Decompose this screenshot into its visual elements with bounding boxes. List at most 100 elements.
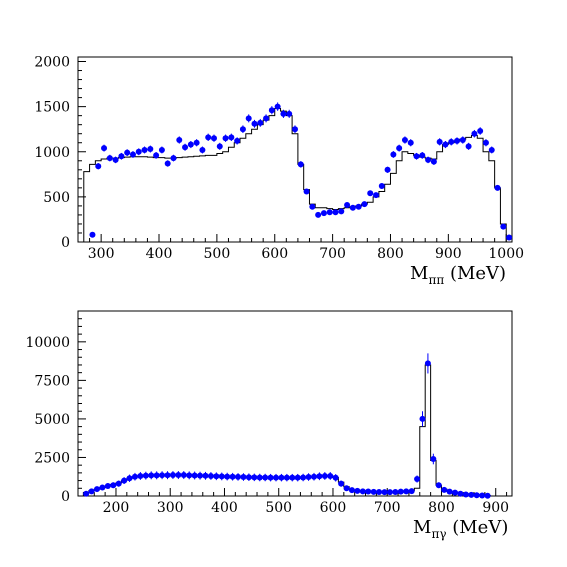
data-point	[310, 473, 317, 480]
data-point	[407, 139, 414, 146]
data-point	[462, 491, 469, 498]
x-axis-label: Mπγ (MeV)	[413, 517, 508, 541]
data-point	[210, 135, 217, 142]
data-point	[88, 488, 95, 495]
data-point	[245, 115, 252, 122]
data-point	[408, 488, 415, 495]
data-point	[413, 153, 420, 160]
y-tick-label: 0	[61, 235, 70, 251]
data-point	[327, 472, 334, 479]
data-point	[148, 472, 155, 479]
data-point	[262, 474, 269, 481]
x-tick-label: 800	[428, 500, 455, 516]
data-point	[141, 146, 148, 153]
data-point	[361, 201, 368, 208]
data-point	[228, 134, 235, 141]
data-point	[213, 473, 220, 480]
data-point	[124, 149, 131, 156]
data-point	[135, 148, 142, 155]
data-point	[101, 145, 108, 152]
data-point	[384, 166, 391, 173]
data-point	[289, 474, 296, 481]
data-point	[263, 115, 270, 122]
data-point	[386, 489, 393, 496]
data-point	[207, 472, 214, 479]
data-point	[182, 144, 189, 151]
data-point	[224, 473, 231, 480]
data-point	[175, 472, 182, 479]
data-point	[137, 472, 144, 479]
data-point	[297, 161, 304, 168]
data-point	[147, 146, 154, 153]
data-point	[392, 488, 399, 495]
data-point	[235, 473, 242, 480]
data-point	[234, 137, 241, 144]
data-point	[355, 203, 362, 210]
x-tick-label: 700	[374, 500, 401, 516]
data-point	[202, 472, 209, 479]
data-point	[193, 139, 200, 146]
data-point	[300, 474, 307, 481]
y-tick-label: 2500	[34, 450, 70, 466]
data-point	[118, 153, 125, 160]
y-tick-label: 0	[61, 489, 70, 505]
data-point	[473, 492, 480, 499]
data-point	[93, 486, 100, 493]
data-point	[95, 163, 102, 170]
data-point	[430, 158, 437, 165]
x-tick-label: 900	[435, 246, 462, 262]
data-point	[477, 128, 484, 134]
data-point	[506, 234, 513, 241]
data-point	[381, 489, 388, 496]
x-tick-label: 1000	[488, 246, 524, 262]
data-point	[482, 139, 489, 146]
data-point	[251, 474, 258, 481]
x-axis-label-unit: (MeV)	[447, 517, 509, 538]
data-point	[273, 474, 280, 481]
data-point	[142, 472, 149, 479]
data-point	[191, 472, 198, 479]
data-point	[240, 474, 247, 481]
data-point	[83, 490, 90, 497]
x-tick-label: 400	[146, 246, 173, 262]
data-point	[442, 141, 449, 148]
data-point	[205, 134, 212, 141]
data-point	[169, 472, 176, 479]
data-point	[457, 490, 464, 497]
data-point	[454, 137, 461, 144]
x-tick-label: 200	[103, 500, 130, 516]
x-tick-label: 600	[320, 500, 347, 516]
y-tick-label: 1500	[34, 100, 70, 116]
data-point	[257, 119, 264, 126]
data-point	[414, 476, 421, 483]
x-tick-label: 400	[211, 500, 238, 516]
data-point	[121, 477, 128, 484]
x-axis-label-main: M	[413, 517, 431, 538]
data-point	[500, 223, 507, 230]
data-point	[268, 107, 275, 114]
data-point	[305, 474, 312, 481]
data-point	[286, 110, 293, 117]
data-point	[126, 475, 133, 482]
data-point	[471, 130, 478, 137]
chart-bottom-mpigamma: 200 300 400 500 600 700 800 900 0 2500 5000 7500 100…	[25, 310, 513, 541]
data-point	[344, 202, 351, 208]
data-point	[110, 482, 117, 489]
data-point	[435, 482, 442, 489]
x-axis-label-sub: πγ	[431, 527, 446, 541]
data-point	[283, 474, 290, 481]
y-tick-label: 5000	[34, 412, 70, 428]
data-point	[292, 126, 298, 133]
data-point	[222, 135, 229, 142]
data-point	[158, 146, 165, 153]
data-point	[320, 210, 327, 217]
data-point	[338, 480, 345, 487]
y-tick-label: 2000	[34, 55, 70, 71]
data-point	[159, 472, 166, 479]
data-point	[419, 152, 426, 159]
data-point	[303, 188, 310, 195]
data-point	[390, 151, 397, 158]
data-point	[479, 492, 486, 499]
data-point	[256, 474, 263, 481]
